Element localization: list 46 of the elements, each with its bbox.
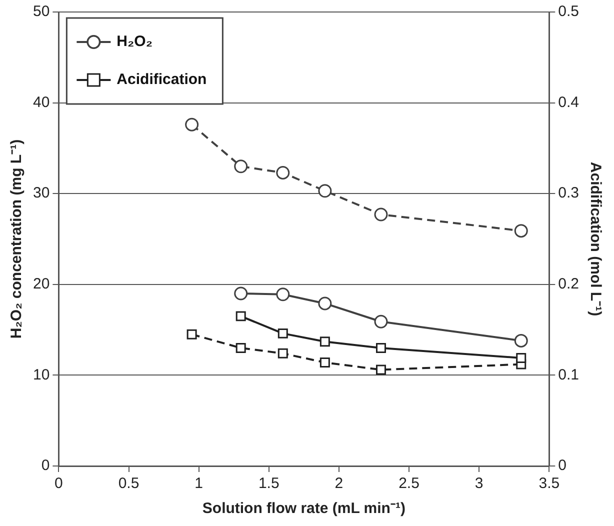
- point: [276, 166, 290, 180]
- point: [278, 328, 288, 338]
- x-tick-label: 3.5: [538, 475, 560, 492]
- y-tick-label: 20: [32, 276, 50, 293]
- point: [236, 342, 246, 353]
- point: [516, 352, 526, 363]
- point: [234, 160, 248, 174]
- point: [320, 357, 330, 368]
- y-tick-label: 10: [32, 366, 50, 384]
- y-axis-title: H₂O₂ concentration (mg L⁻¹): [8, 139, 26, 339]
- point: [318, 296, 332, 310]
- point: [514, 224, 528, 238]
- x-tick-label: 1.5: [258, 475, 280, 492]
- y2-tick-label: 0.5: [558, 3, 580, 20]
- x-tick-label: 1: [194, 475, 203, 492]
- y2-tick-label: 0: [558, 457, 566, 474]
- y2-tick-label: 0.2: [558, 276, 580, 293]
- point: [376, 364, 386, 375]
- point: [234, 286, 248, 300]
- legend-label: H₂O₂: [116, 33, 153, 50]
- y2-tick-label: 0.3: [558, 184, 580, 202]
- point: [374, 208, 388, 222]
- point: [376, 342, 386, 353]
- point: [278, 348, 288, 358]
- point: [186, 329, 197, 340]
- y2-tick-label: 0.1: [558, 366, 580, 384]
- x-tick-label: 3: [474, 475, 484, 492]
- x-tick-label: 0.5: [118, 475, 140, 492]
- y2-axis-title: Acidification (mol L⁻¹): [586, 162, 604, 316]
- legend-label: Acidification: [116, 71, 207, 88]
- point: [276, 288, 290, 302]
- point: [236, 311, 246, 322]
- x-tick-label: 2: [334, 475, 344, 492]
- point: [185, 118, 199, 132]
- x-tick-label: 2.5: [398, 475, 420, 492]
- y-tick-label: 0: [41, 457, 50, 474]
- x-tick-label: 0: [54, 475, 63, 492]
- point: [318, 184, 332, 198]
- point: [374, 314, 388, 328]
- y-tick-label: 30: [32, 184, 50, 202]
- point: [514, 334, 528, 348]
- y2-tick-label: 0.4: [558, 94, 580, 111]
- x-axis-title: Solution flow rate (mL min⁻¹): [202, 500, 406, 518]
- y-tick-label: 50: [32, 3, 50, 20]
- y-tick-label: 40: [32, 94, 50, 111]
- point: [320, 336, 330, 347]
